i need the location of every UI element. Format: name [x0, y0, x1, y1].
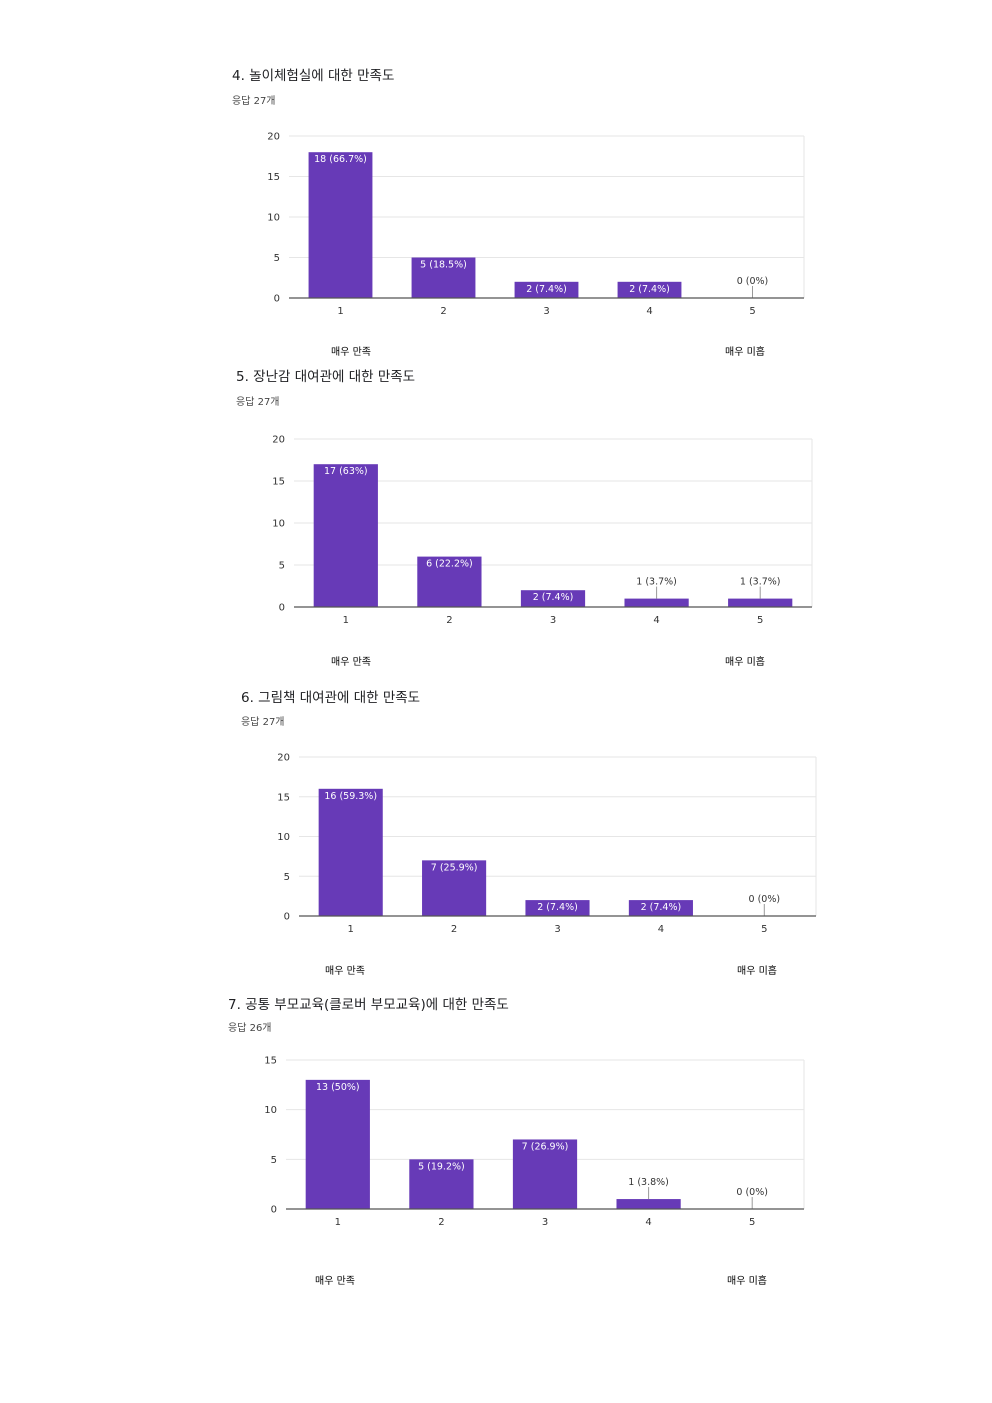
bar — [318, 788, 383, 916]
y-tick-label: 15 — [272, 477, 285, 488]
scale-high-label: 매우 미흡 — [737, 966, 777, 977]
data-label: 16 (59.3%) — [324, 791, 377, 802]
bar — [512, 1139, 578, 1209]
y-tick-label: 0 — [284, 912, 290, 923]
y-tick-label: 20 — [277, 753, 290, 764]
bar — [417, 556, 482, 607]
x-tick-label: 3 — [542, 1217, 548, 1228]
y-tick-label: 20 — [272, 435, 285, 446]
scale-low-label: 매우 만족 — [315, 1276, 355, 1287]
bar — [628, 900, 693, 916]
bar — [728, 598, 793, 607]
x-tick-label: 2 — [438, 1217, 444, 1228]
x-tick-label: 2 — [440, 306, 446, 317]
y-tick-label: 5 — [274, 253, 280, 264]
x-tick-label: 3 — [543, 306, 549, 317]
scale-low-label: 매우 만족 — [331, 347, 371, 358]
response-count: 응답 27개 — [232, 96, 276, 107]
scale-low-label: 매우 만족 — [331, 657, 371, 668]
bar — [616, 1199, 681, 1209]
y-tick-label: 0 — [274, 294, 280, 305]
response-count: 응답 27개 — [241, 717, 285, 728]
data-label: 5 (19.2%) — [418, 1161, 465, 1172]
y-tick-label: 10 — [272, 519, 285, 530]
x-tick-label: 2 — [451, 924, 457, 935]
data-label: 18 (66.7%) — [314, 154, 367, 165]
y-tick-label: 0 — [271, 1205, 277, 1216]
data-label: 13 (50%) — [316, 1082, 360, 1093]
data-label: 0 (0%) — [737, 276, 769, 287]
y-tick-label: 10 — [264, 1105, 277, 1116]
data-label: 2 (7.4%) — [629, 284, 670, 295]
bar — [624, 598, 689, 607]
x-tick-label: 4 — [653, 615, 659, 626]
data-label: 7 (25.9%) — [431, 862, 478, 873]
data-label: 2 (7.4%) — [537, 902, 578, 913]
x-tick-label: 1 — [337, 306, 343, 317]
chart-title: 7. 공통 부모교육(클로버 부모교육)에 대한 만족도 — [228, 997, 509, 1013]
bar — [305, 1079, 370, 1209]
bar — [514, 281, 579, 298]
data-label: 0 (0%) — [736, 1187, 768, 1198]
chart-title: 6. 그림책 대여관에 대한 만족도 — [241, 690, 421, 706]
data-label: 1 (3.7%) — [740, 577, 781, 588]
data-label: 7 (26.9%) — [522, 1141, 569, 1152]
y-tick-label: 15 — [264, 1056, 277, 1067]
data-label: 17 (63%) — [324, 466, 368, 477]
x-tick-label: 1 — [343, 615, 349, 626]
y-tick-label: 5 — [279, 561, 285, 572]
data-label: 2 (7.4%) — [533, 592, 574, 603]
data-label: 0 (0%) — [749, 894, 781, 905]
data-label: 2 (7.4%) — [641, 902, 682, 913]
data-label: 2 (7.4%) — [526, 284, 567, 295]
x-tick-label: 5 — [749, 306, 755, 317]
data-label: 1 (3.7%) — [636, 577, 677, 588]
scale-high-label: 매우 미흡 — [727, 1276, 767, 1287]
y-tick-label: 10 — [267, 213, 280, 224]
x-tick-label: 3 — [550, 615, 556, 626]
bar — [617, 281, 682, 298]
data-label: 5 (18.5%) — [420, 260, 467, 271]
chart-title: 4. 놀이체험실에 대한 만족도 — [232, 68, 395, 84]
y-tick-label: 0 — [279, 603, 285, 614]
scale-high-label: 매우 미흡 — [725, 657, 765, 668]
chart-title: 5. 장난감 대여관에 대한 만족도 — [236, 369, 416, 385]
x-tick-label: 1 — [335, 1217, 341, 1228]
y-tick-label: 15 — [267, 172, 280, 183]
bar — [313, 464, 378, 607]
data-label: 6 (22.2%) — [426, 559, 473, 570]
x-tick-label: 5 — [761, 924, 767, 935]
bar — [411, 257, 476, 298]
y-tick-label: 10 — [277, 832, 290, 843]
bar — [520, 590, 586, 607]
x-tick-label: 4 — [658, 924, 664, 935]
x-tick-label: 1 — [348, 924, 354, 935]
bar — [525, 900, 590, 916]
bar — [422, 860, 487, 916]
scale-low-label: 매우 만족 — [325, 966, 365, 977]
x-tick-label: 4 — [646, 306, 652, 317]
bar — [308, 152, 373, 298]
x-tick-label: 5 — [757, 615, 763, 626]
scale-high-label: 매우 미흡 — [725, 347, 765, 358]
y-tick-label: 15 — [277, 792, 290, 803]
x-tick-label: 5 — [749, 1217, 755, 1228]
x-tick-label: 3 — [554, 924, 560, 935]
response-count: 응답 27개 — [236, 397, 280, 408]
y-tick-label: 5 — [271, 1155, 277, 1166]
y-tick-label: 20 — [267, 132, 280, 143]
y-tick-label: 5 — [284, 872, 290, 883]
x-tick-label: 4 — [645, 1217, 651, 1228]
x-tick-label: 2 — [446, 615, 452, 626]
data-label: 1 (3.8%) — [628, 1177, 669, 1188]
bar — [409, 1159, 474, 1209]
response-count: 응답 26개 — [228, 1023, 272, 1034]
